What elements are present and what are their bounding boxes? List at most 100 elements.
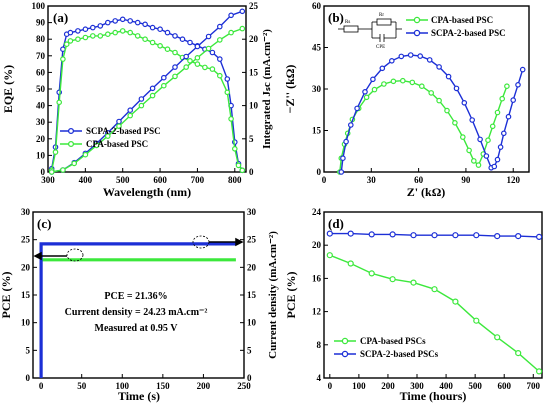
eqe-series-point [157,42,163,49]
y-tick-label: 5 [26,345,31,355]
eqe-series-point [239,167,246,174]
eqe-series-point [194,61,201,67]
circuit-resistor-rs [343,25,359,33]
stability-series-point [410,232,417,239]
y-tick-label: 50 [36,84,46,94]
nyquist-series-point [399,77,406,84]
eqe-series-point [179,36,186,43]
nyquist-series-point [485,137,491,144]
panel-a-y-ticks: 0 10 20 30 40 50 60 70 80 90 100 [32,1,52,177]
panel-b-x-ticks: 0 30 60 90 120 [322,168,520,185]
panel-a-legend-label-blue: SCPA-2-based PSC [86,126,161,136]
y-tick-label: 15 [21,290,31,300]
panel-a-y2-ticks: 0 5 10 15 20 25 [242,1,259,177]
integrated-jsc-series-point [105,133,111,139]
stability-series-point [535,368,543,375]
y-tick-label: 30 [21,207,31,217]
eqe-series-point [112,18,119,24]
circuit-resistor-rr [376,18,392,26]
y2-tick-label: 5 [249,134,254,144]
nyquist-series-point [494,109,501,116]
y-tick-label: 12 [312,307,322,317]
y-tick-label: 20 [312,240,322,250]
nyquist-series-point [390,78,397,85]
stability-series-point [347,230,354,237]
integrated-jsc-series-point [138,102,145,109]
y2-tick-label: 25 [247,235,257,245]
nyquist-series-point [343,138,349,145]
y-tick-label: 100 [32,1,46,11]
eqe-series-point [52,149,59,155]
panel-b-x-label: Z' (kΩ) [407,185,446,199]
stability-series-point [431,232,438,239]
panel-d-x-label: Time (hours) [400,389,467,403]
integrated-jsc-series-point [239,25,246,32]
y-tick-label: 0 [41,167,46,177]
stability-series-point [494,233,501,240]
eqe-series-point [149,39,156,46]
panel-b-legend-label-green: CPA-based PSC [431,15,493,25]
eqe-series-point [90,33,96,39]
x-tick-label: 600 [497,381,511,391]
y-tick-label: 60 [312,1,322,11]
integrated-jsc-series-point [138,96,145,102]
nyquist-series-point [461,100,468,106]
panel-c-right-arrowhead [235,237,244,247]
eqe-series-point [187,57,193,64]
nyquist-series-point [483,153,490,159]
integrated-jsc-series-point [217,37,223,43]
integrated-jsc-series-point [82,151,89,158]
eqe-series-point [134,33,141,39]
integrated-jsc-series-point [149,85,156,92]
panel-c-y2-label: Current density (mA.cm⁻²) [267,231,279,359]
panel-c-annotation-current: Current density = 24.23 mA.cm⁻² [65,307,208,318]
panel-c-green-curve-circle [66,248,84,262]
panel-c-y2-ticks: 0 5 10 15 20 25 30 [240,207,257,383]
panel-c-blue-curve-circle [192,235,210,249]
stability-series-point [515,233,522,240]
eqe-series-point [134,19,141,26]
stability-series-point [473,317,480,324]
panel-b: (b) 0 30 60 90 120 0 15 30 45 60 Z' (kΩ) −Z'' (k… [283,1,530,199]
x-tick-label: 0 [39,381,44,391]
panel-c-label: (c) [37,216,51,231]
y2-tick-label: 25 [249,1,259,11]
eqe-series-point [127,18,134,24]
nyquist-series-point [354,105,360,112]
nyquist-series-point [417,53,424,59]
nyquist-series-point [504,83,510,90]
integrated-jsc-series-point [217,23,223,30]
x-tick-label: 0 [328,381,333,391]
panel-b-legend: CPA-based PSC SCPA-2-based PSC [406,15,506,38]
panel-b-legend-marker-green [413,16,421,24]
integrated-jsc-series-point [172,73,178,80]
eqe-series-point [105,31,111,38]
integrated-jsc-series-point [205,33,212,40]
eqe-series-point [90,24,96,31]
panel-a-legend-label-green: CPA-based PSC [86,139,148,149]
eqe-series-point [172,33,178,39]
y-tick-label: 25 [21,235,31,245]
eqe-series-point [75,36,81,43]
integrated-jsc-series-point [71,160,78,167]
y-tick-label: 45 [312,43,322,53]
eqe-series-point [105,19,111,26]
panel-d-frame [323,211,543,379]
eqe-series-point [112,29,119,36]
nyquist-series-point [428,90,435,96]
y2-tick-label: 15 [249,67,259,77]
y-tick-label: 10 [21,318,31,328]
eqe-series-point [119,16,126,23]
nyquist-series-point [505,113,512,120]
x-tick-label: 60 [414,175,424,185]
panel-d-label: (d) [328,216,344,231]
eqe-series-point [142,21,148,28]
stability-series-point [410,279,417,286]
nyquist-series-point [362,89,368,95]
eqe-series-point [97,33,104,39]
stability-series-point [535,233,543,240]
nyquist-series-point [459,134,466,140]
nyquist-series-point [475,162,482,168]
eqe-series-point [142,36,148,43]
x-tick-label: 600 [153,175,167,185]
